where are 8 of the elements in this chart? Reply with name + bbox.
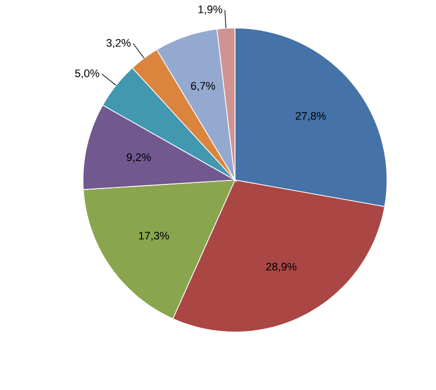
data-label: 28,9% [266,262,296,272]
data-label: 1,9% [198,6,222,15]
data-label: 3,2% [106,39,131,48]
data-label: 27,8% [296,112,326,122]
data-label: 6,7% [191,82,216,92]
data-label: 17,3% [139,232,169,241]
data-label: 9,2% [126,153,151,162]
data-label: 5,0% [75,69,100,79]
